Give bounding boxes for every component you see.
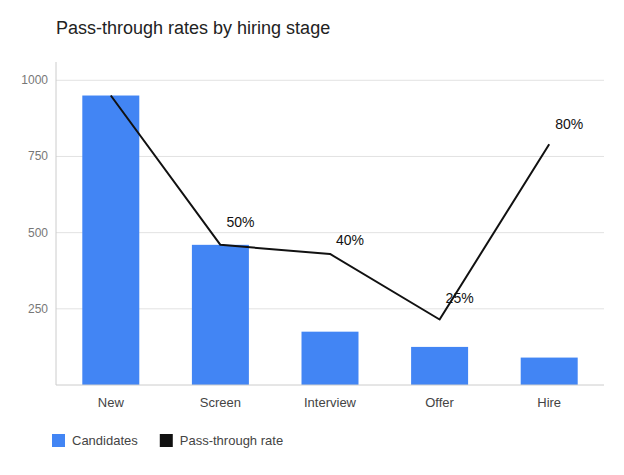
- x-tick-label: Interview: [304, 395, 357, 410]
- chart: Pass-through rates by hiring stage 250 500…: [0, 0, 624, 475]
- legend-label: Pass-through rate: [180, 433, 283, 448]
- legend-label: Candidates: [72, 433, 138, 448]
- bar: [411, 347, 468, 385]
- bar: [521, 358, 578, 385]
- y-tick-label: 250: [28, 302, 48, 316]
- y-tick-label: 750: [28, 149, 48, 163]
- legend-swatch: [160, 434, 173, 447]
- x-axis-line: [56, 385, 604, 386]
- annotation: 25%: [446, 290, 474, 306]
- legend-swatch: [52, 434, 65, 447]
- annotation: 40%: [336, 232, 364, 248]
- x-tick-label: Offer: [425, 395, 454, 410]
- x-tick-label: New: [98, 395, 125, 410]
- title: Pass-through rates by hiring stage: [56, 18, 330, 38]
- y-tick-label: 1000: [21, 73, 48, 87]
- bar: [302, 332, 359, 385]
- annotation: 50%: [226, 214, 254, 230]
- bar: [82, 96, 139, 385]
- y-tick-label: 500: [28, 226, 48, 240]
- grid-line: [56, 80, 604, 81]
- x-tick-label: Screen: [200, 395, 241, 410]
- plot-area: [82, 96, 577, 385]
- bar: [192, 245, 249, 385]
- y-axis-line: [56, 62, 57, 385]
- legend: Candidates Pass-through rate: [52, 433, 283, 448]
- x-tick-label: Hire: [537, 395, 561, 410]
- line: [111, 96, 549, 320]
- annotation: 80%: [555, 116, 583, 132]
